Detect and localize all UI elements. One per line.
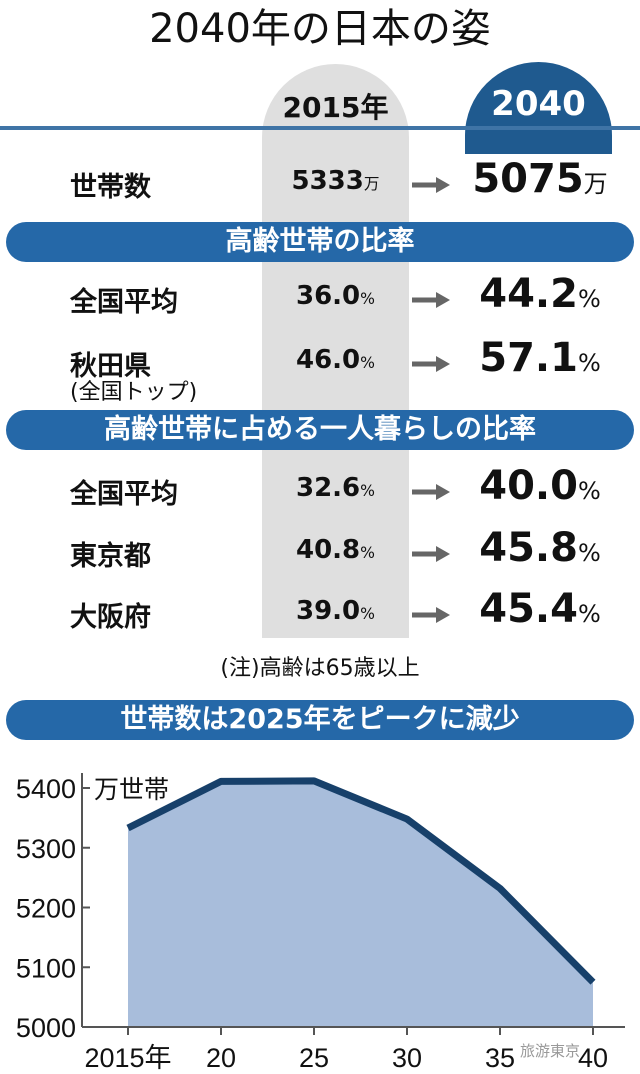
row-label: 秋田県 bbox=[70, 351, 151, 382]
arrow-right-icon bbox=[412, 356, 450, 372]
section-single-banner: 高齢世帯に占める一人暮らしの比率 bbox=[6, 410, 634, 450]
value-2015: 5333万 bbox=[291, 166, 380, 196]
column-2015-background bbox=[262, 64, 409, 638]
value-2040: 44.2% bbox=[479, 271, 601, 317]
series-line bbox=[126, 777, 596, 985]
value-2040: 45.4% bbox=[479, 586, 601, 632]
x-tick-label: 25 bbox=[299, 1043, 329, 1073]
value-2040: 45.8% bbox=[479, 525, 601, 571]
y-axis-unit-label: 万世帯 bbox=[94, 775, 169, 804]
y-tick-label: 5400 bbox=[16, 774, 76, 804]
x-tick-label: 40 bbox=[578, 1043, 608, 1073]
header-2015: 2015年 bbox=[282, 91, 389, 124]
header-divider bbox=[0, 126, 640, 130]
page-title: 2040年の日本の姿 bbox=[149, 6, 491, 52]
value-2015: 32.6% bbox=[296, 473, 375, 503]
arrow-right-icon bbox=[412, 607, 450, 623]
arrow-right-icon bbox=[412, 177, 450, 193]
y-tick-label: 5100 bbox=[16, 953, 76, 983]
value-2015: 36.0% bbox=[296, 281, 375, 311]
row-label: 東京都 bbox=[70, 541, 151, 572]
arrow-right-icon bbox=[412, 484, 450, 500]
row-label: 世帯数 bbox=[70, 172, 151, 203]
value-2040: 57.1% bbox=[479, 335, 601, 381]
x-tick-label: 35 bbox=[485, 1043, 515, 1073]
value-2015: 39.0% bbox=[296, 596, 375, 626]
footnote: (注)高齢は65歳以上 bbox=[220, 656, 420, 681]
y-tick-label: 5000 bbox=[16, 1013, 76, 1043]
row-sublabel: (全国トップ) bbox=[70, 380, 198, 405]
value-2040: 40.0% bbox=[479, 463, 601, 509]
arrow-right-icon bbox=[412, 546, 450, 562]
watermark: 旅游東京 bbox=[520, 1042, 581, 1060]
header-2040: 2040 bbox=[491, 84, 586, 124]
section-elderly-banner: 高齢世帯の比率 bbox=[6, 222, 634, 262]
value-2015: 40.8% bbox=[296, 535, 375, 565]
row-label: 全国平均 bbox=[70, 287, 178, 318]
chart-title-banner: 世帯数は2025年をピークに減少 bbox=[6, 700, 634, 740]
area-fill bbox=[128, 780, 593, 1027]
x-tick-label: 20 bbox=[206, 1043, 236, 1073]
y-tick-label: 5200 bbox=[16, 894, 76, 924]
household-chart: 5000 5100 5200 5300 5400 2015年 20 25 30 35 40 万世帯 bbox=[16, 773, 625, 1073]
y-tick-label: 5300 bbox=[16, 834, 76, 864]
value-2040: 5075万 bbox=[472, 156, 608, 202]
row-label: 大阪府 bbox=[70, 602, 151, 633]
arrow-right-icon bbox=[412, 292, 450, 308]
x-tick-label: 2015年 bbox=[84, 1043, 171, 1073]
x-tick-label: 30 bbox=[392, 1043, 422, 1073]
value-2015: 46.0% bbox=[296, 345, 375, 375]
row-label: 全国平均 bbox=[70, 479, 178, 510]
